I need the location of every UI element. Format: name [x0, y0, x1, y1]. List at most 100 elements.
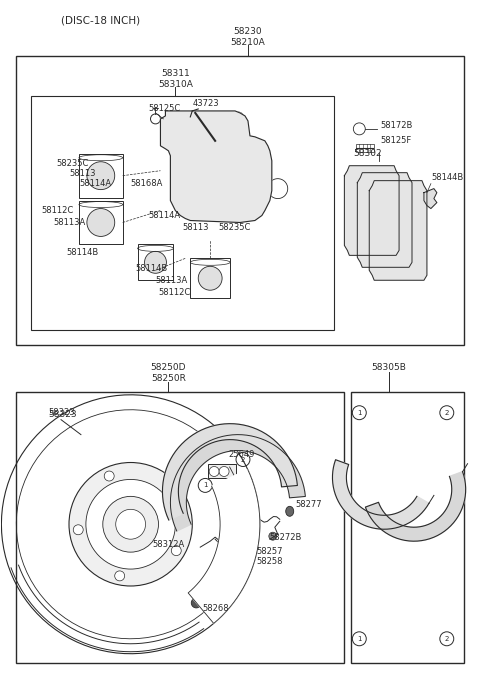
Circle shape — [237, 158, 259, 179]
Polygon shape — [369, 181, 427, 280]
Polygon shape — [357, 173, 412, 267]
Text: 58310A: 58310A — [158, 80, 193, 89]
Circle shape — [87, 162, 115, 190]
Circle shape — [115, 571, 125, 581]
Polygon shape — [188, 469, 260, 623]
Text: 58113: 58113 — [69, 169, 96, 178]
Text: 58112C: 58112C — [158, 288, 191, 297]
Text: 1: 1 — [357, 410, 361, 416]
Bar — [351, 391, 464, 663]
Circle shape — [268, 179, 288, 198]
Circle shape — [103, 496, 158, 552]
Text: 1: 1 — [203, 482, 207, 488]
Text: 1: 1 — [357, 636, 361, 642]
Text: 2: 2 — [444, 636, 449, 642]
Circle shape — [86, 479, 175, 569]
Text: 25649: 25649 — [228, 450, 254, 459]
Text: 58305B: 58305B — [372, 364, 407, 372]
Text: 58323: 58323 — [48, 409, 75, 417]
Polygon shape — [344, 166, 399, 255]
Text: 58250D: 58250D — [151, 364, 186, 372]
Text: 58257: 58257 — [256, 547, 282, 556]
Polygon shape — [170, 434, 305, 531]
Bar — [16, 391, 344, 663]
Polygon shape — [160, 111, 272, 222]
Circle shape — [171, 546, 181, 556]
Text: 58114A: 58114A — [79, 179, 111, 188]
Polygon shape — [333, 460, 429, 529]
Circle shape — [165, 484, 175, 494]
Text: 58250R: 58250R — [151, 374, 186, 383]
Bar — [138, 244, 173, 280]
Bar — [352, 174, 391, 248]
Text: 2: 2 — [241, 456, 245, 462]
Circle shape — [440, 632, 454, 646]
Circle shape — [236, 453, 250, 466]
Circle shape — [232, 112, 244, 124]
Text: 58113: 58113 — [182, 223, 209, 232]
Polygon shape — [162, 424, 298, 520]
Text: 58235C: 58235C — [56, 159, 88, 168]
Bar — [356, 144, 374, 152]
Circle shape — [209, 466, 219, 477]
Text: 58210A: 58210A — [230, 38, 265, 47]
Text: 58113A: 58113A — [156, 276, 188, 285]
Bar — [79, 153, 123, 198]
Bar — [365, 181, 404, 259]
Circle shape — [352, 406, 366, 419]
Text: 58235C: 58235C — [218, 223, 251, 232]
Circle shape — [198, 266, 222, 291]
Text: 58172B: 58172B — [380, 121, 412, 130]
Circle shape — [69, 462, 192, 586]
Text: 58272B: 58272B — [270, 533, 302, 542]
Text: (DISC-18 INCH): (DISC-18 INCH) — [61, 15, 140, 25]
Text: 2: 2 — [444, 410, 449, 416]
Bar — [377, 189, 419, 272]
Circle shape — [87, 209, 115, 237]
Text: 58230: 58230 — [234, 27, 262, 35]
Circle shape — [180, 179, 192, 192]
Circle shape — [179, 144, 222, 188]
Text: 58277: 58277 — [296, 500, 322, 509]
Circle shape — [230, 151, 266, 187]
Circle shape — [116, 509, 145, 539]
Bar — [190, 258, 230, 298]
Text: 58312A: 58312A — [153, 539, 185, 549]
Text: 58144B: 58144B — [431, 173, 463, 182]
Polygon shape — [424, 189, 437, 209]
Circle shape — [219, 466, 229, 477]
Text: 58268: 58268 — [202, 604, 229, 613]
Text: 58114B: 58114B — [136, 264, 168, 273]
Circle shape — [240, 192, 256, 209]
Circle shape — [192, 598, 201, 608]
Bar — [16, 56, 464, 345]
Circle shape — [151, 114, 160, 124]
Circle shape — [73, 524, 83, 535]
Text: 58125C: 58125C — [148, 104, 181, 113]
Text: 58125F: 58125F — [380, 136, 411, 145]
Bar — [79, 201, 123, 244]
Text: 43723: 43723 — [192, 100, 219, 108]
Ellipse shape — [286, 506, 294, 516]
Circle shape — [186, 152, 214, 179]
Circle shape — [104, 471, 114, 481]
Circle shape — [353, 123, 365, 135]
Text: 58302: 58302 — [353, 149, 382, 158]
Circle shape — [269, 532, 277, 540]
Text: 58323: 58323 — [48, 410, 77, 419]
Circle shape — [198, 479, 212, 492]
Text: 58114B: 58114B — [66, 248, 98, 257]
Circle shape — [144, 252, 167, 273]
Circle shape — [352, 632, 366, 646]
Text: 58168A: 58168A — [131, 179, 163, 188]
Text: 58311: 58311 — [161, 69, 190, 78]
Text: 58258: 58258 — [256, 557, 282, 565]
Circle shape — [193, 114, 207, 128]
Bar — [218, 554, 250, 568]
Circle shape — [203, 190, 223, 211]
Text: 58112C: 58112C — [41, 206, 73, 215]
Bar — [208, 464, 236, 479]
Text: 58113A: 58113A — [53, 218, 85, 227]
Bar — [31, 96, 335, 330]
Circle shape — [440, 406, 454, 419]
